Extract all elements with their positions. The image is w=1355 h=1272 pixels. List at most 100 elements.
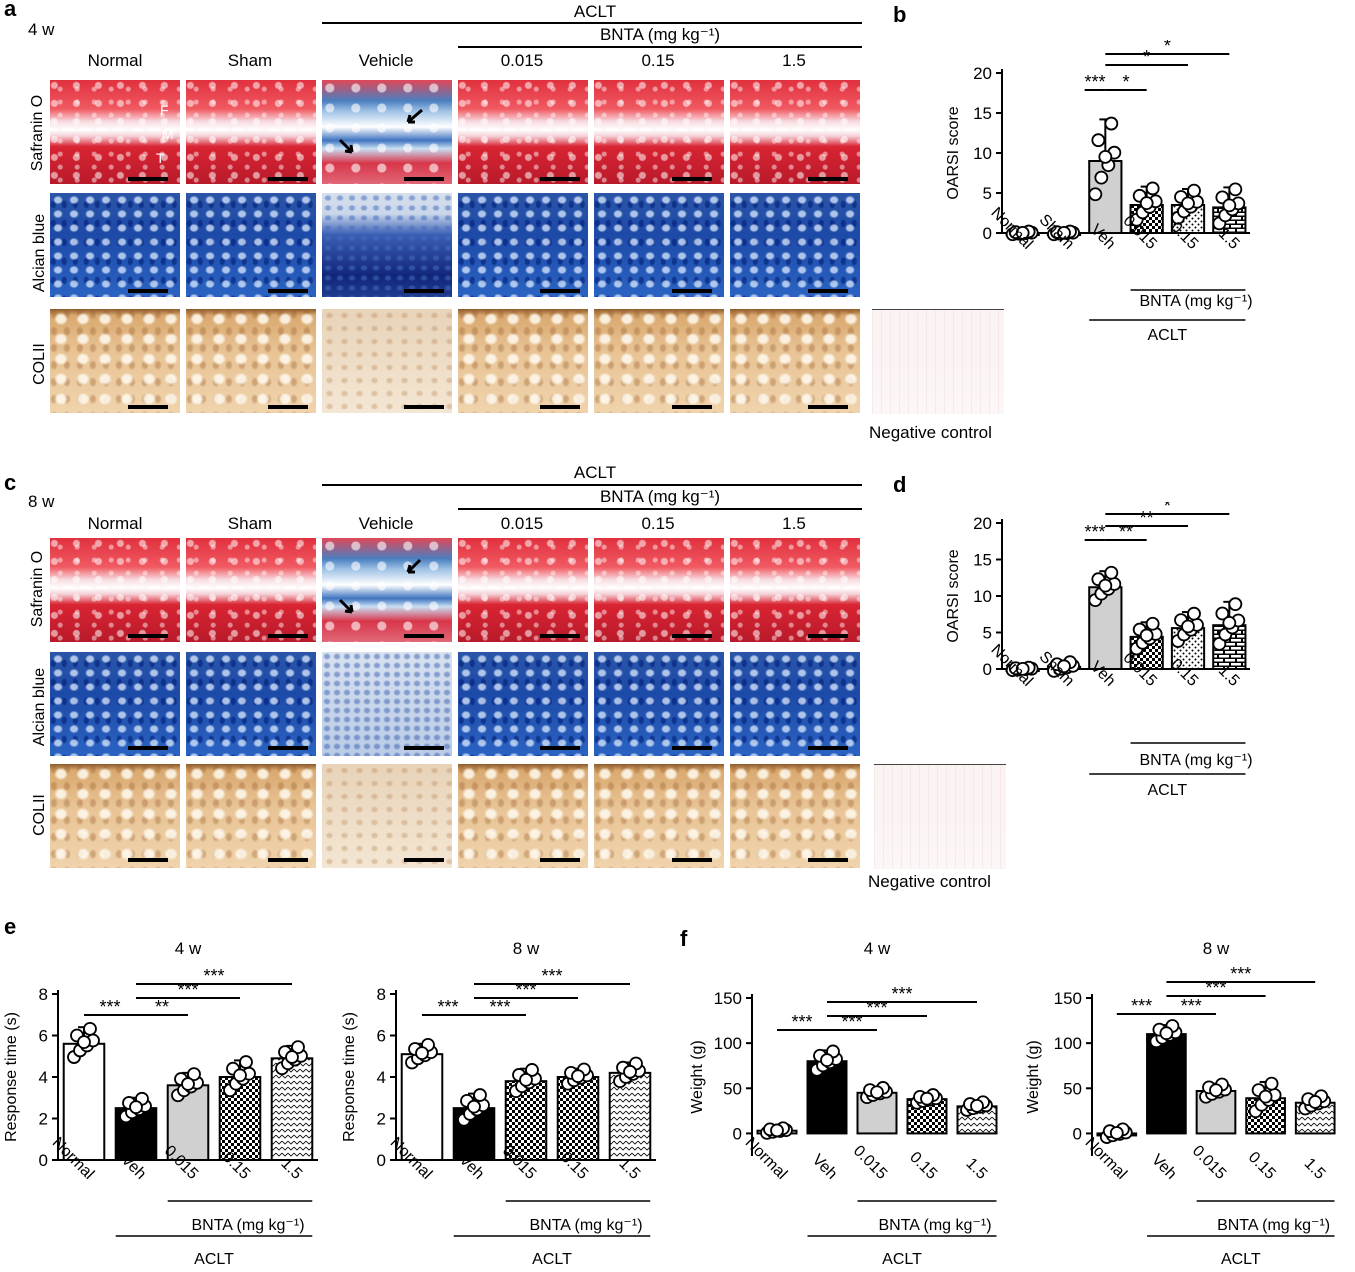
panel-label-e: e	[4, 914, 17, 939]
y-tick-label: 6	[377, 1027, 386, 1046]
column-header-normal: Normal	[87, 514, 143, 533]
significance-marker: ***	[489, 997, 510, 1017]
bnta-group-label: BNTA (mg kg⁻¹)	[1139, 752, 1252, 769]
y-tick-label: 4	[377, 1068, 386, 1087]
data-point	[920, 1091, 934, 1106]
micrograph-safranin-0015	[458, 80, 588, 184]
data-point	[1015, 661, 1030, 676]
micrograph-negative-control	[872, 309, 1004, 414]
data-point	[519, 1073, 533, 1087]
data-point	[525, 1063, 539, 1077]
data-point	[187, 1067, 201, 1081]
micrograph-alcian-normal	[50, 652, 180, 756]
data-point	[770, 1123, 784, 1138]
column-header-15: 1.5	[782, 51, 806, 70]
x-tick-label: Veh	[809, 1151, 841, 1183]
y-tick-label: 50	[1063, 1079, 1082, 1098]
x-tick-label: 1.5	[962, 1155, 990, 1183]
y-tick-label: 6	[39, 1027, 48, 1046]
micrograph-safranin-15	[730, 80, 860, 184]
micrograph-alcian-0015	[458, 193, 588, 297]
data-point	[1209, 1083, 1223, 1098]
y-tick-label: 0	[377, 1151, 386, 1170]
column-header-normal: Normal	[87, 51, 143, 70]
micrograph-colii-sham	[186, 309, 316, 413]
micrograph-colii-0015	[458, 309, 588, 413]
column-header-sham: Sham	[227, 51, 273, 70]
y-tick-label: 150	[714, 989, 742, 1008]
data-point	[1139, 628, 1154, 643]
micrograph-safranin-0015	[458, 538, 588, 642]
y-axis-label: Response time (s)	[3, 1012, 20, 1142]
data-point	[970, 1098, 984, 1113]
significance-marker: ***	[1230, 964, 1251, 984]
data-point	[233, 1068, 247, 1083]
column-header-vehicle: Vehicle	[358, 51, 414, 70]
data-point	[181, 1077, 195, 1091]
significance-marker: ***	[1181, 996, 1202, 1016]
significance-marker: **	[1140, 508, 1154, 528]
micrograph-alcian-vehicle	[322, 193, 452, 297]
arrow-icon	[338, 108, 423, 154]
data-point	[820, 1053, 834, 1068]
data-point	[1187, 183, 1201, 198]
y-tick-label: 100	[1054, 1034, 1082, 1053]
weight-chart-4w: 4 w 0 50 100 150 Weight (g) Normal Veh 0.015 0.15…	[689, 939, 998, 1268]
bnta-header: BNTA (mg kg⁻¹)	[599, 25, 721, 44]
data-point	[1098, 578, 1113, 593]
significance-marker: ***	[99, 997, 120, 1017]
data-point	[1088, 187, 1103, 202]
data-point	[239, 1055, 253, 1069]
row-label-alcian: Alcian blue	[31, 213, 48, 293]
data-point	[1098, 149, 1113, 164]
y-tick-label: 50	[723, 1079, 742, 1098]
micrograph-alcian-15	[730, 193, 860, 297]
column-header-vehicle: Vehicle	[358, 514, 414, 533]
bnta-bracket	[458, 46, 862, 48]
region-label-m: M	[162, 126, 174, 142]
data-point	[571, 1069, 585, 1084]
row-label-alcian: Alcian blue	[31, 667, 48, 747]
micrograph-colii-015	[594, 764, 724, 868]
y-tick-label: 150	[1054, 989, 1082, 1008]
micrograph-colii-sham	[186, 764, 316, 868]
bar-1.5	[270, 1057, 314, 1161]
significance-marker: ***	[1084, 72, 1105, 92]
significance-marker: ***	[437, 997, 458, 1017]
data-point	[1057, 659, 1071, 674]
aclt-bracket	[322, 22, 862, 24]
row-label-safranin: Safranin O	[29, 550, 46, 628]
column-header-15: 1.5	[782, 514, 806, 533]
y-axis-label: Weight (g)	[1025, 1040, 1042, 1114]
y-tick-label: 0	[983, 660, 992, 679]
column-header-015: 0.15	[641, 51, 675, 70]
bnta-bracket	[458, 508, 862, 510]
panel-label-d: d	[893, 472, 907, 497]
micrograph-safranin-vehicle	[322, 80, 452, 184]
y-tick-label: 2	[377, 1110, 386, 1129]
y-axis-label: Weight (g)	[689, 1040, 706, 1114]
micrograph-alcian-normal	[50, 193, 180, 297]
micrograph-colii-vehicle	[322, 309, 452, 413]
aclt-group-label: ACLT	[1147, 782, 1187, 799]
aclt-group-label: ACLT	[194, 1251, 234, 1268]
x-tick-label: 0.015	[850, 1142, 890, 1182]
x-tick-label: 0.15	[906, 1149, 940, 1183]
y-tick-label: 5	[983, 184, 992, 203]
micrograph-safranin-sham	[186, 538, 316, 642]
micrograph-alcian-015	[594, 652, 724, 756]
significance-marker: ***	[1084, 522, 1105, 542]
arrow-icon	[338, 558, 422, 614]
data-point	[1308, 1095, 1323, 1109]
data-point	[473, 1088, 487, 1102]
micrograph-colii-normal	[50, 764, 180, 868]
data-point	[1181, 196, 1195, 211]
data-point	[1258, 1089, 1273, 1104]
region-label-t: T	[156, 150, 165, 166]
y-axis-label: OARSI score	[945, 106, 962, 199]
significance-marker: **	[155, 997, 169, 1017]
column-header-015: 0.15	[641, 514, 675, 533]
data-point	[1159, 1026, 1174, 1041]
